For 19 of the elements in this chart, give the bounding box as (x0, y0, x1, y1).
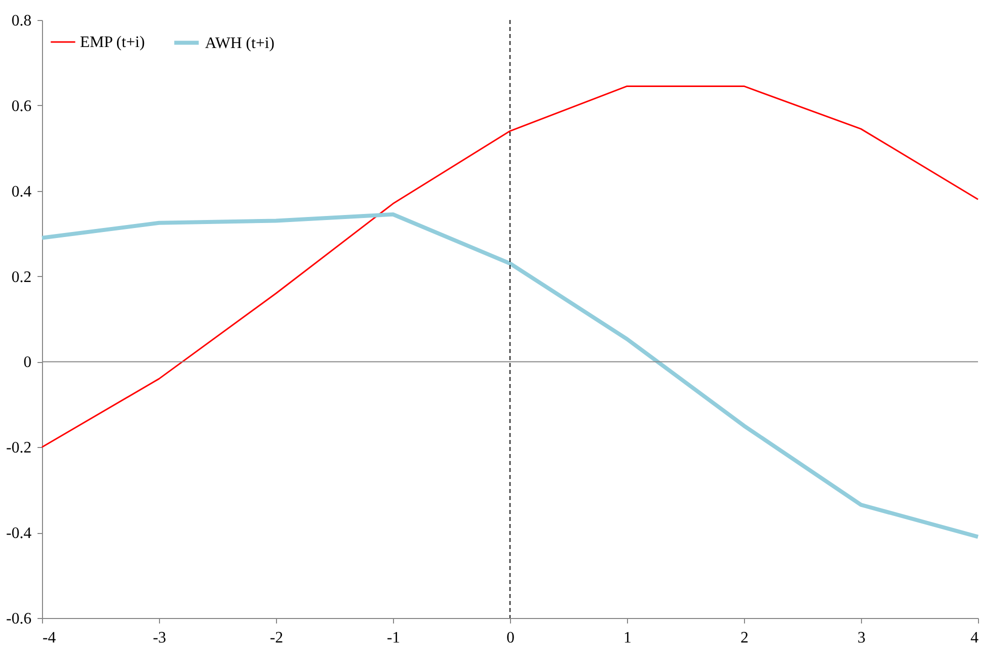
legend-label: EMP (t+i) (80, 34, 145, 51)
y-tick-label: 0.4 (12, 183, 32, 200)
x-tick-label: 4 (970, 630, 978, 646)
x-tick-label: 3 (858, 630, 866, 646)
legend-label: AWH (t+i) (205, 34, 274, 52)
y-tick-label: -0.4 (6, 525, 32, 542)
x-tick-label: 2 (740, 630, 748, 646)
x-tick-label: 1 (624, 630, 632, 646)
y-tick-label: 0 (24, 354, 32, 372)
y-tick-label: 0.8 (12, 12, 32, 30)
x-tick-label: -4 (42, 630, 56, 646)
y-tick-label: -0.2 (6, 440, 32, 457)
x-tick-label: -2 (270, 630, 284, 646)
x-tick-label: 0 (506, 630, 514, 646)
y-tick-label: 0.6 (12, 98, 32, 115)
x-tick-label: -3 (152, 630, 166, 646)
y-tick-label: -0.6 (6, 610, 32, 628)
x-tick-label: -1 (386, 630, 400, 646)
y-tick-label: 0.2 (12, 268, 32, 286)
